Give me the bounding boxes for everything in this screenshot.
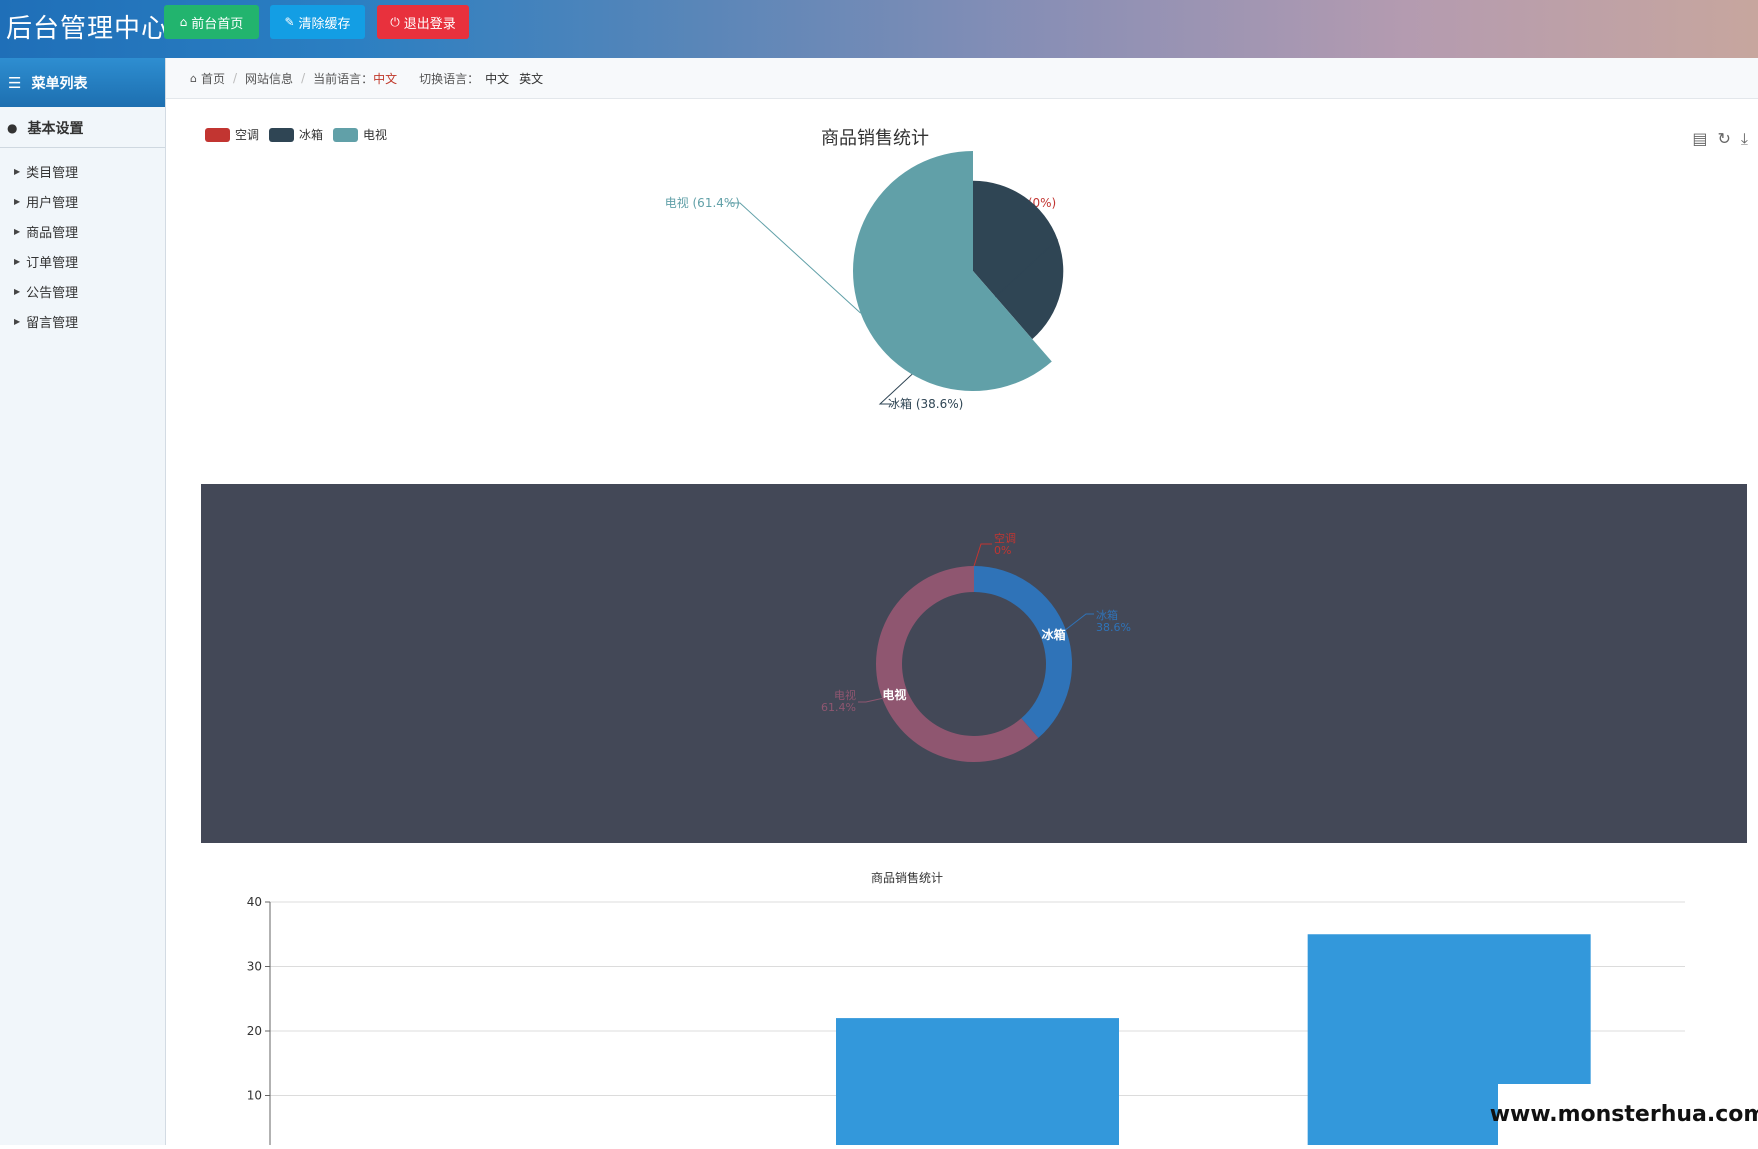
logout-button[interactable]: ⏻ 退出登录 — [377, 5, 469, 39]
legend-item-fridge[interactable]: 冰箱 — [269, 126, 323, 143]
current-language-label: 当前语言： — [313, 71, 374, 86]
chart-toolbox: ▤ ↻ ⤓ — [1692, 129, 1748, 149]
top-header: 后台管理中心 ⌂ 前台首页 ✎ 清除缓存 ⏻ 退出登录 — [0, 0, 1758, 58]
legend-label: 冰箱 — [299, 128, 324, 142]
donut-slice-2 — [876, 566, 1039, 762]
y-tick-label: 10 — [247, 1089, 262, 1103]
caret-right-icon: ▶ — [14, 286, 21, 296]
pie-data-label-1: 冰箱 (38.6%) — [888, 396, 963, 411]
frontend-home-label: 前台首页 — [191, 16, 244, 32]
sidebar-item-label: 公告管理 — [26, 285, 79, 301]
chart-title: 商品销售统计 — [871, 870, 943, 885]
donut-outer-category-2: 电视 — [834, 688, 856, 702]
caret-right-icon: ▶ — [14, 196, 21, 206]
wrench-icon: ✎ — [284, 15, 295, 29]
watermark: www.monsterhua.com — [1490, 1084, 1758, 1145]
donut-inner-label-1: 冰箱 — [1042, 627, 1066, 642]
y-tick-label: 20 — [247, 1024, 262, 1038]
language-option-zh[interactable]: 中文 — [485, 71, 510, 86]
current-language-value: 中文 — [373, 71, 398, 86]
menu-list-title: 菜单列表 — [31, 75, 88, 92]
sidebar-item-products[interactable]: ▶ 商品管理 — [0, 216, 165, 246]
pie-label-line-1 — [878, 238, 1058, 405]
donut-outer-percent-2: 61.4% — [821, 701, 856, 714]
basic-settings-label: 基本设置 — [27, 121, 84, 137]
home-icon: ⌂ — [190, 71, 197, 85]
sidebar-item-label: 订单管理 — [26, 255, 79, 271]
caret-right-icon: ▶ — [14, 226, 21, 236]
y-tick-label: 40 — [247, 895, 262, 909]
sidebar-item-label: 类目管理 — [26, 165, 79, 181]
language-option-en[interactable]: 英文 — [519, 71, 544, 86]
pie-label-line-2 — [728, 202, 861, 314]
legend-item-aircon[interactable]: 空调 — [205, 126, 259, 143]
donut-outer-percent-0: 0% — [994, 544, 1011, 557]
sidebar-item-messages[interactable]: ▶ 留言管理 — [0, 306, 165, 336]
sidebar-item-label: 留言管理 — [26, 315, 79, 331]
sidebar: ☰ 菜单列表 ● 基本设置 ▶ 类目管理 ▶ 用户管理 ▶ 商品管理 ▶ 订单管… — [0, 58, 166, 1145]
donut-outer-percent-1: 38.6% — [1096, 621, 1131, 634]
sidebar-menu: ▶ 类目管理 ▶ 用户管理 ▶ 商品管理 ▶ 订单管理 ▶ 公告管理 ▶ 留言管… — [0, 156, 165, 336]
download-icon[interactable]: ⤓ — [1740, 129, 1748, 148]
chart-title: 商品销售统计 — [821, 128, 929, 149]
legend-label: 电视 — [363, 128, 388, 142]
chart-legend: 空调 冰箱 电视 — [205, 126, 387, 143]
donut-slice-1 — [974, 566, 1072, 738]
clear-cache-label: 清除缓存 — [298, 16, 351, 32]
breadcrumb-site-info[interactable]: 网站信息 — [245, 71, 294, 86]
breadcrumb-separator: / — [301, 71, 306, 85]
menu-list-header: ☰ 菜单列表 — [0, 58, 165, 107]
donut-label-line-1 — [1065, 613, 1094, 631]
user-icon: ● — [7, 121, 18, 135]
bar-chart: 商品销售统计 40 30 20 10 — [200, 860, 1700, 1145]
caret-right-icon: ▶ — [14, 316, 21, 326]
sidebar-item-users[interactable]: ▶ 用户管理 — [0, 186, 165, 216]
donut-label-line-2 — [858, 697, 883, 703]
legend-item-tv[interactable]: 电视 — [333, 126, 387, 143]
breadcrumb: ⌂ 首页 / 网站信息 / 当前语言： 中文 切换语言： 中文 英文 — [166, 58, 1758, 99]
data-view-icon[interactable]: ▤ — [1692, 129, 1708, 148]
bar-svg: 商品销售统计 40 30 20 10 — [247, 870, 1685, 1145]
legend-swatch — [333, 127, 359, 142]
sidebar-item-notices[interactable]: ▶ 公告管理 — [0, 276, 165, 306]
legend-label: 空调 — [235, 128, 260, 142]
power-icon: ⏻ — [390, 14, 400, 29]
rose-pie-svg: 空调 (0%)冰箱 (38.6%)电视 (61.4%) — [665, 151, 1064, 411]
y-tick-label: 30 — [247, 960, 262, 974]
sidebar-item-label: 商品管理 — [26, 225, 79, 241]
logout-label: 退出登录 — [403, 16, 456, 32]
basic-settings-section[interactable]: ● 基本设置 — [0, 109, 165, 148]
bar-1 — [836, 1018, 1119, 1145]
clear-cache-button[interactable]: ✎ 清除缓存 — [270, 5, 365, 39]
refresh-icon[interactable]: ↻ — [1717, 129, 1731, 148]
pie-slice-2 — [853, 151, 1052, 391]
sidebar-item-label: 用户管理 — [26, 195, 79, 211]
donut-label-line-0 — [973, 543, 992, 567]
breadcrumb-home[interactable]: 首页 — [200, 71, 225, 86]
list-icon: ☰ — [8, 73, 22, 92]
rose-pie-chart: 商品销售统计 空调 冰箱 电视 ▤ ↻ ⤓ 空调 (0%)冰箱 (38.6%)电… — [200, 112, 1750, 472]
caret-right-icon: ▶ — [14, 166, 21, 176]
caret-right-icon: ▶ — [14, 256, 21, 266]
donut-outer-category-0: 空调 — [994, 531, 1016, 545]
sidebar-item-orders[interactable]: ▶ 订单管理 — [0, 246, 165, 276]
legend-swatch — [205, 127, 230, 142]
donut-outer-category-1: 冰箱 — [1096, 608, 1118, 622]
pie-slice-1 — [973, 180, 1064, 340]
brand-title: 后台管理中心 — [6, 14, 169, 44]
sidebar-item-category[interactable]: ▶ 类目管理 — [0, 156, 165, 186]
pie-data-label-2: 电视 (61.4%) — [665, 195, 740, 210]
legend-swatch — [269, 127, 295, 142]
donut-inner-label-2: 电视 — [882, 687, 906, 702]
home-icon: ⌂ — [179, 15, 188, 29]
frontend-home-button[interactable]: ⌂ 前台首页 — [164, 5, 259, 39]
switch-language-label: 切换语言： — [419, 71, 480, 86]
breadcrumb-separator: / — [233, 71, 238, 85]
